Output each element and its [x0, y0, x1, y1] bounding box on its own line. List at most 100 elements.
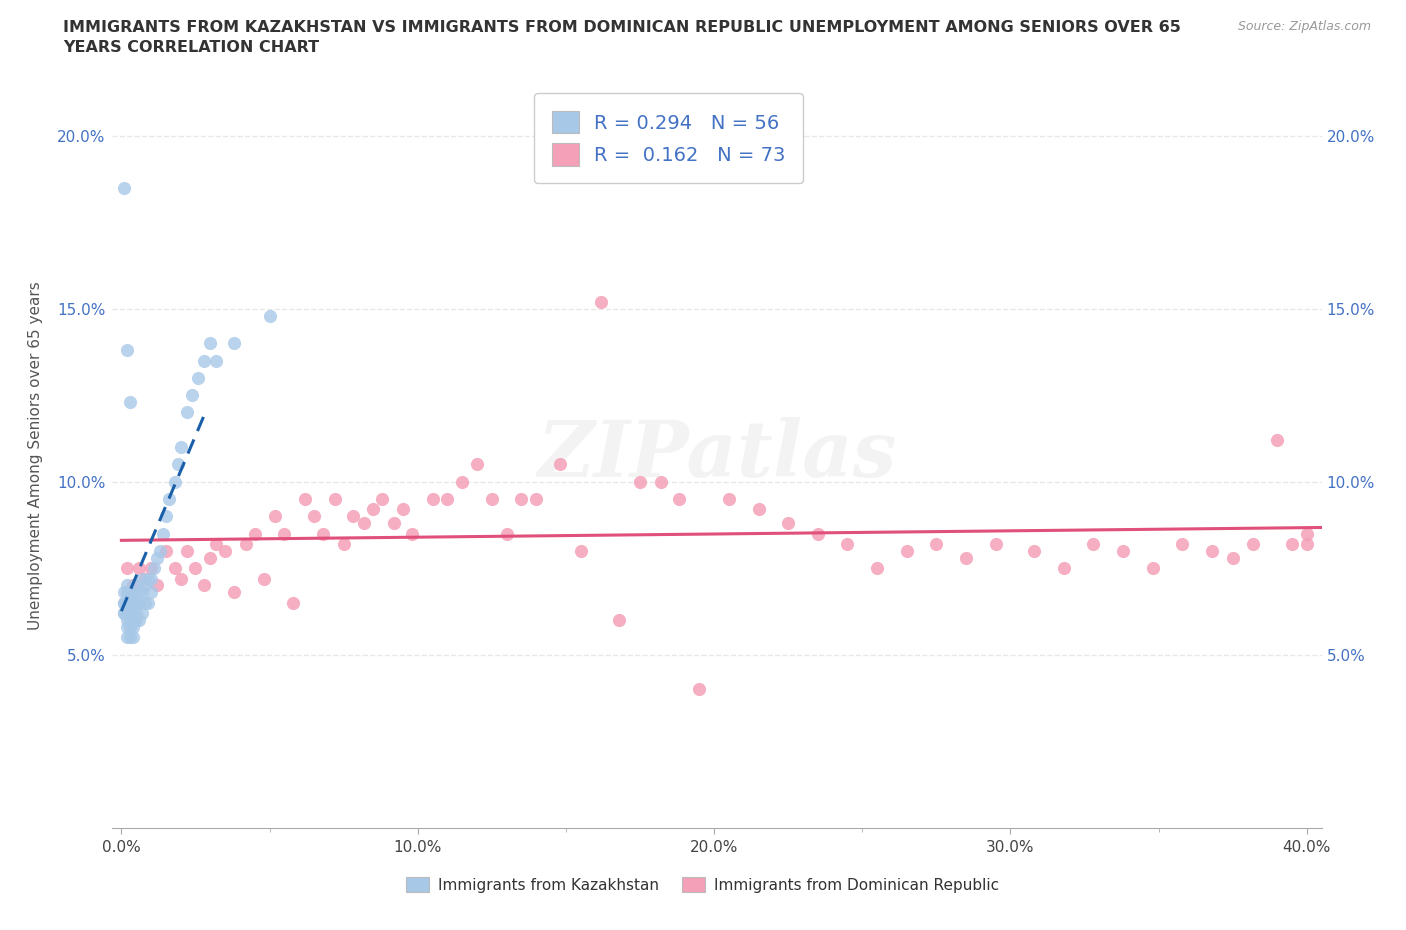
Point	[748, 502, 770, 517]
Point	[1295, 526, 1317, 541]
Point	[984, 537, 1007, 551]
Point	[1171, 537, 1194, 551]
Point	[128, 585, 150, 600]
Point	[205, 537, 228, 551]
Point	[136, 595, 159, 610]
Point	[510, 492, 533, 507]
Point	[778, 516, 800, 531]
Point	[1281, 537, 1303, 551]
Point	[152, 526, 174, 541]
Point	[122, 619, 145, 634]
Point	[139, 561, 162, 576]
Point	[569, 543, 592, 558]
Point	[134, 571, 156, 586]
Point	[436, 492, 458, 507]
Point	[117, 605, 139, 620]
Point	[169, 571, 191, 586]
Point	[117, 585, 139, 600]
Point	[548, 457, 571, 472]
Point	[807, 526, 830, 541]
Point	[273, 526, 295, 541]
Point	[481, 492, 503, 507]
Point	[120, 630, 142, 644]
Point	[128, 613, 150, 628]
Point	[1112, 543, 1135, 558]
Point	[1265, 432, 1288, 447]
Point	[253, 571, 276, 586]
Point	[128, 561, 150, 576]
Point	[139, 571, 162, 586]
Point	[591, 294, 613, 309]
Y-axis label: Unemployment Among Seniors over 65 years: Unemployment Among Seniors over 65 years	[28, 281, 44, 631]
Point	[120, 605, 142, 620]
Point	[112, 595, 135, 610]
Point	[139, 585, 162, 600]
Point	[353, 516, 375, 531]
Text: IMMIGRANTS FROM KAZAKHSTAN VS IMMIGRANTS FROM DOMINICAN REPUBLIC UNEMPLOYMENT AM: IMMIGRANTS FROM KAZAKHSTAN VS IMMIGRANTS…	[63, 20, 1181, 35]
Point	[312, 526, 335, 541]
Point	[187, 370, 209, 385]
Point	[122, 578, 145, 593]
Point	[1243, 537, 1265, 551]
Point	[294, 492, 316, 507]
Point	[146, 551, 169, 565]
Text: ZIPatlas: ZIPatlas	[537, 418, 897, 494]
Point	[134, 595, 156, 610]
Point	[193, 353, 215, 368]
Point	[125, 605, 148, 620]
Point	[112, 605, 135, 620]
Point	[1222, 551, 1244, 565]
Point	[200, 551, 222, 565]
Point	[131, 585, 153, 600]
Point	[382, 516, 405, 531]
Point	[125, 595, 148, 610]
Text: YEARS CORRELATION CHART: YEARS CORRELATION CHART	[63, 40, 319, 55]
Point	[465, 457, 488, 472]
Point	[451, 474, 474, 489]
Point	[222, 585, 245, 600]
Point	[688, 682, 710, 697]
Point	[169, 440, 191, 455]
Point	[302, 509, 325, 524]
Point	[264, 509, 287, 524]
Point	[668, 492, 690, 507]
Point	[125, 613, 148, 628]
Point	[120, 585, 142, 600]
Point	[524, 492, 547, 507]
Point	[176, 405, 198, 419]
Text: Source: ZipAtlas.com: Source: ZipAtlas.com	[1237, 20, 1371, 33]
Point	[283, 595, 305, 610]
Point	[955, 551, 977, 565]
Point	[166, 457, 188, 472]
Point	[1295, 537, 1317, 551]
Point	[259, 308, 281, 323]
Point	[717, 492, 740, 507]
Point	[163, 474, 186, 489]
Point	[650, 474, 672, 489]
Point	[117, 561, 139, 576]
Point	[607, 613, 630, 628]
Point	[371, 492, 394, 507]
Point	[120, 613, 142, 628]
Point	[495, 526, 517, 541]
Point	[866, 561, 889, 576]
Point	[149, 543, 172, 558]
Point	[193, 578, 215, 593]
Point	[117, 578, 139, 593]
Point	[122, 630, 145, 644]
Point	[112, 180, 135, 195]
Point	[117, 595, 139, 610]
Point	[136, 571, 159, 586]
Point	[200, 336, 222, 351]
Point	[1201, 543, 1223, 558]
Point	[222, 336, 245, 351]
Legend: R = 0.294   N = 56, R =  0.162   N = 73: R = 0.294 N = 56, R = 0.162 N = 73	[534, 93, 803, 183]
Point	[155, 543, 177, 558]
Point	[392, 502, 415, 517]
Point	[243, 526, 266, 541]
Point	[125, 578, 148, 593]
Point	[628, 474, 651, 489]
Point	[120, 595, 142, 610]
Point	[332, 537, 354, 551]
Point	[128, 595, 150, 610]
